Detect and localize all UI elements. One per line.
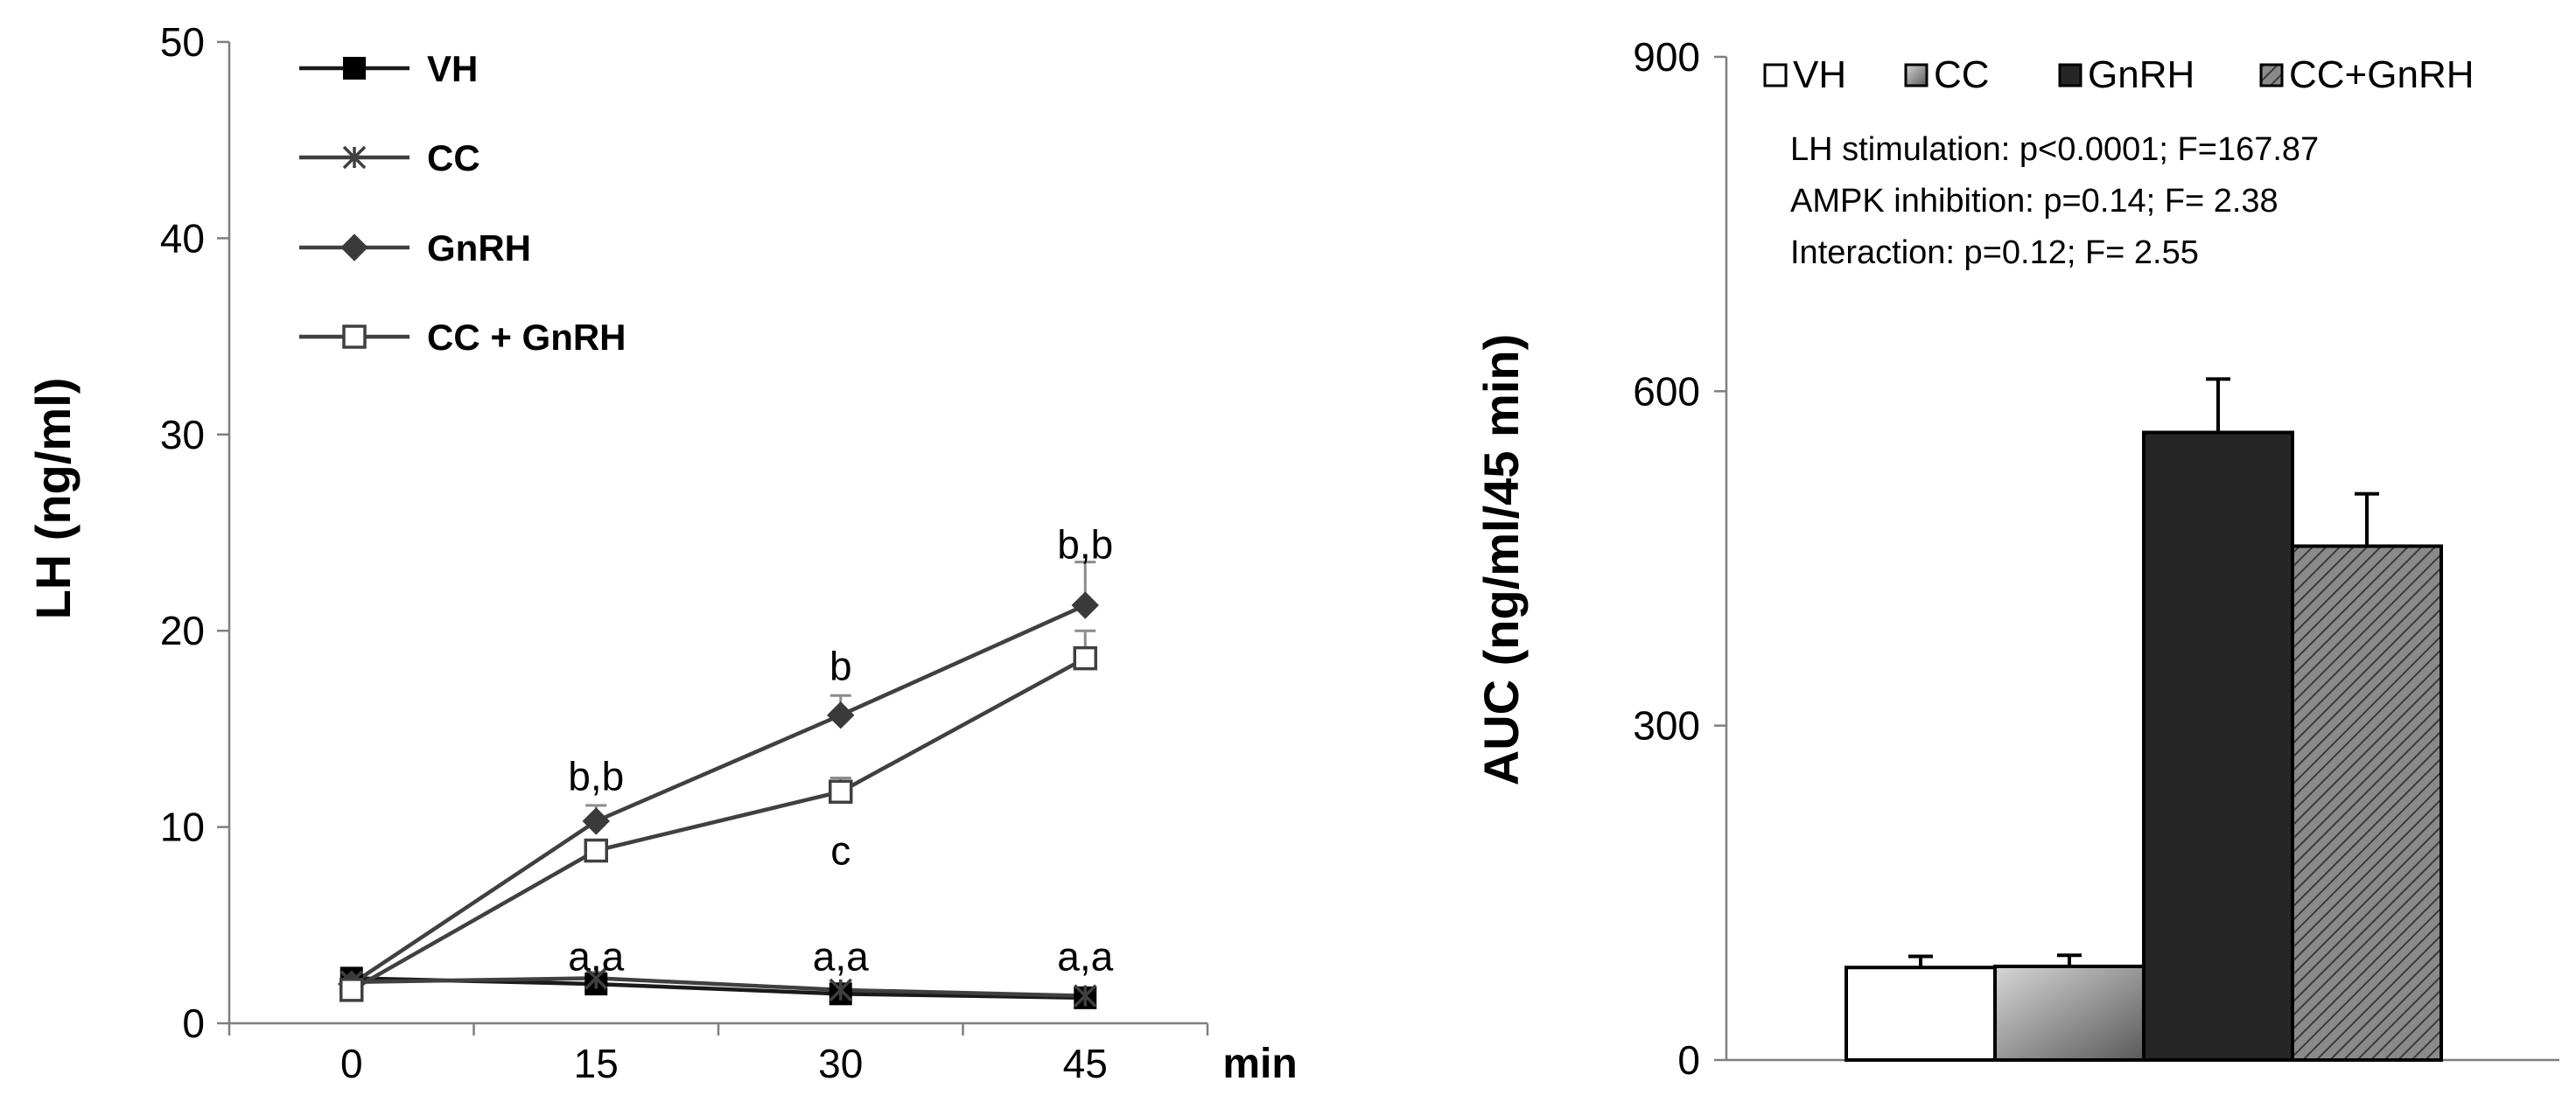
bar-chart-y-axis-title: AUC (ng/ml/45 min) <box>1474 334 1529 785</box>
line-chart-y-tick-label: 0 <box>182 1001 205 1046</box>
series-line-gnrh <box>350 603 1087 986</box>
bar-legend-label: CC+GnRH <box>2289 53 2474 96</box>
bar-legend-label: VH <box>1793 53 1846 96</box>
data-point-gnrh <box>582 807 610 835</box>
stats-line-lh-stimulation: LH stimulation: p<0.0001; F=167.87 <box>1790 131 2319 168</box>
line-chart-x-tick-label: 0 <box>340 1041 363 1086</box>
stats-line-interaction: Interaction: p=0.12; F= 2.55 <box>1790 234 2199 271</box>
auc-bar-chart: AUC (ng/ml/45 min) 0 300 600 900 VH CC GnRH CC… <box>1474 34 2559 1083</box>
significance-label: c <box>830 828 850 874</box>
legend-marker-cc <box>342 145 367 170</box>
line-chart-legend: VH CC GnRH CC + GnRH <box>299 48 626 358</box>
line-chart-markers <box>338 591 1099 1009</box>
bar-chart-error-bars <box>1908 377 2379 968</box>
line-chart-x-unit-label: min <box>1222 1041 1297 1087</box>
line-chart-y-ticks: 0 10 20 30 40 50 <box>160 19 229 1046</box>
significance-label: b,b <box>1057 521 1113 567</box>
legend-label: VH <box>427 48 478 89</box>
series-line-cc <box>351 976 1086 998</box>
bar-legend-item-gnrh: GnRH <box>2058 53 2194 96</box>
line-chart-x-tick-label: 15 <box>574 1041 619 1086</box>
legend-label: GnRH <box>427 227 531 269</box>
bar-chart-y-tick-label: 0 <box>1677 1037 1700 1083</box>
line-chart-x-tick-label: 30 <box>818 1041 863 1086</box>
data-point-cc <box>829 978 852 1002</box>
bar-legend-label: CC <box>1934 53 1990 96</box>
bar-chart-bars <box>1844 430 2443 1062</box>
bar-legend-item-cc: CC <box>1904 53 1990 96</box>
data-point-cc-gnrh <box>584 838 608 863</box>
data-point-gnrh <box>827 701 855 729</box>
legend-item-gnrh: GnRH <box>299 227 531 269</box>
bar-chart-y-tick-label: 300 <box>1633 703 1700 749</box>
significance-label: a,a <box>568 934 624 980</box>
bar-cc <box>1993 964 2146 1062</box>
bar-legend-item-cc-gnrh: CC+GnRH <box>2259 53 2474 96</box>
data-point-gnrh <box>1071 591 1099 619</box>
data-point-gnrh-shape <box>582 807 610 835</box>
bar-chart-statistics-text: LH stimulation: p<0.0001; F=167.87 AMPK … <box>1790 131 2319 271</box>
data-point-cc <box>1074 984 1097 1008</box>
line-chart-y-tick-label: 30 <box>160 412 205 457</box>
bar-chart-y-tick-label: 600 <box>1633 368 1700 414</box>
bar-legend-label: GnRH <box>2088 53 2194 96</box>
legend-marker-vh <box>343 57 366 80</box>
data-point-cc-gnrh <box>340 978 364 1002</box>
data-point-gnrh-shape <box>827 701 855 729</box>
series-line-cc-gnrh <box>350 656 1087 992</box>
bar-vh <box>1844 966 1997 1062</box>
bar-gnrh <box>2142 430 2294 1062</box>
data-point-cc-gnrh-shape <box>1073 645 1097 671</box>
data-point-gnrh-shape <box>1071 591 1099 619</box>
stats-line-ampk-inhibition: AMPK inhibition: p=0.14; F= 2.38 <box>1790 183 2278 220</box>
legend-label: CC <box>427 137 480 178</box>
line-chart-y-axis-title: LH (ng/ml) <box>25 378 80 620</box>
line-chart-y-tick-label: 20 <box>160 608 205 653</box>
line-chart-y-tick-label: 10 <box>160 805 205 850</box>
bar-chart-legend: VH CC GnRH CC+GnRH <box>1763 53 2474 96</box>
data-point-cc-gnrh <box>1073 645 1097 671</box>
data-point-cc <box>584 966 608 990</box>
legend-marker-gnrh <box>340 234 368 262</box>
significance-label: a,a <box>813 934 869 980</box>
bar-legend-swatch <box>1763 63 1788 87</box>
data-point-cc-gnrh-shape <box>584 838 608 863</box>
legend-marker-cc-gnrh-shape <box>342 324 367 349</box>
significance-label: b,b <box>568 753 624 799</box>
legend-marker-gnrh-shape <box>340 234 368 262</box>
data-point-cc-gnrh-shape <box>829 779 853 804</box>
bar-chart-y-tick-label: 900 <box>1633 34 1700 80</box>
bar-legend-swatch <box>2058 63 2082 87</box>
bar-legend-swatch <box>2259 63 2284 87</box>
bar-legend-item-vh: VH <box>1763 53 1846 96</box>
significance-label: b <box>830 644 852 689</box>
bar-legend-swatch <box>1904 63 1928 87</box>
legend-label: CC + GnRH <box>427 317 626 358</box>
bar-chart-y-ticks: 0 300 600 900 <box>1633 34 1726 1083</box>
data-point-cc-gnrh-shape <box>340 978 364 1002</box>
significance-label: a,a <box>1057 934 1113 980</box>
line-chart-axes <box>228 42 1209 1036</box>
line-chart-significance-labels: b,b b b,b c a,a a,a a,a <box>568 521 1113 979</box>
line-chart-x-ticks: 0 15 30 45 <box>340 1041 1108 1086</box>
legend-marker-cc-gnrh <box>342 324 367 349</box>
line-chart-x-tick-label: 45 <box>1063 1041 1108 1086</box>
line-chart-series-lines <box>350 603 1087 1001</box>
legend-item-cc: CC <box>299 137 480 178</box>
legend-item-vh: VH <box>299 48 478 89</box>
legend-item-cc-gnrh: CC + GnRH <box>299 317 626 358</box>
bar-cc-gnrh <box>2291 544 2443 1062</box>
line-chart-y-tick-label: 40 <box>160 215 205 261</box>
legend-marker-vh-shape <box>343 57 366 80</box>
line-chart-y-tick-label: 50 <box>160 19 205 65</box>
data-point-cc-gnrh <box>829 779 853 804</box>
